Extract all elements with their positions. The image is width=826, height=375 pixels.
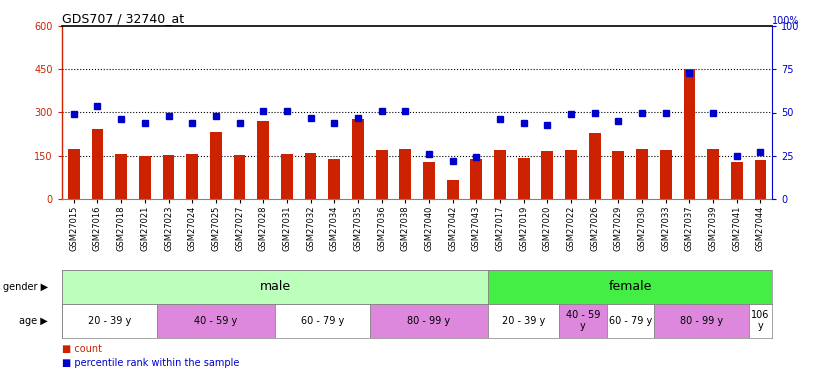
Bar xyxy=(748,304,772,338)
Text: 60 - 79 y: 60 - 79 y xyxy=(609,316,652,326)
Bar xyxy=(542,151,553,199)
Bar xyxy=(731,162,743,199)
Bar xyxy=(518,158,529,199)
Bar xyxy=(234,155,245,199)
Bar xyxy=(281,154,293,199)
Bar xyxy=(589,133,601,199)
Bar xyxy=(187,154,198,199)
Bar xyxy=(494,150,506,199)
Bar xyxy=(92,129,103,199)
Text: male: male xyxy=(259,280,291,293)
Bar xyxy=(707,149,719,199)
Bar xyxy=(660,150,672,199)
Text: female: female xyxy=(609,280,652,293)
Bar xyxy=(329,159,340,199)
Bar xyxy=(613,151,624,199)
Text: 106
y: 106 y xyxy=(752,310,770,332)
Bar xyxy=(139,156,151,199)
Text: 80 - 99 y: 80 - 99 y xyxy=(407,316,450,326)
Text: 100%: 100% xyxy=(772,16,800,26)
Bar xyxy=(423,162,435,199)
Bar xyxy=(376,150,387,199)
Bar xyxy=(559,304,606,338)
Text: ■ count: ■ count xyxy=(62,344,102,354)
Bar xyxy=(62,270,488,304)
Bar xyxy=(400,149,411,199)
Bar xyxy=(654,304,748,338)
Text: gender ▶: gender ▶ xyxy=(2,282,48,292)
Bar xyxy=(636,149,648,199)
Bar xyxy=(755,160,767,199)
Bar xyxy=(471,159,482,199)
Bar xyxy=(62,304,157,338)
Text: 80 - 99 y: 80 - 99 y xyxy=(680,316,723,326)
Bar xyxy=(305,153,316,199)
Bar xyxy=(606,304,654,338)
Text: ■ percentile rank within the sample: ■ percentile rank within the sample xyxy=(62,357,240,368)
Bar xyxy=(352,119,364,199)
Bar xyxy=(157,304,275,338)
Bar xyxy=(370,304,488,338)
Bar xyxy=(275,304,370,338)
Bar xyxy=(565,150,577,199)
Bar xyxy=(210,132,221,199)
Text: 60 - 79 y: 60 - 79 y xyxy=(301,316,344,326)
Text: 40 - 59
y: 40 - 59 y xyxy=(566,310,600,332)
Text: age ▶: age ▶ xyxy=(19,316,48,326)
Bar xyxy=(684,69,695,199)
Bar xyxy=(488,270,772,304)
Bar xyxy=(68,149,79,199)
Bar xyxy=(488,304,559,338)
Text: 20 - 39 y: 20 - 39 y xyxy=(88,316,131,326)
Bar xyxy=(163,155,174,199)
Text: 20 - 39 y: 20 - 39 y xyxy=(502,316,545,326)
Text: 40 - 59 y: 40 - 59 y xyxy=(194,316,238,326)
Bar xyxy=(116,154,127,199)
Bar xyxy=(258,120,269,199)
Text: GDS707 / 32740_at: GDS707 / 32740_at xyxy=(62,12,184,25)
Bar xyxy=(447,180,458,199)
